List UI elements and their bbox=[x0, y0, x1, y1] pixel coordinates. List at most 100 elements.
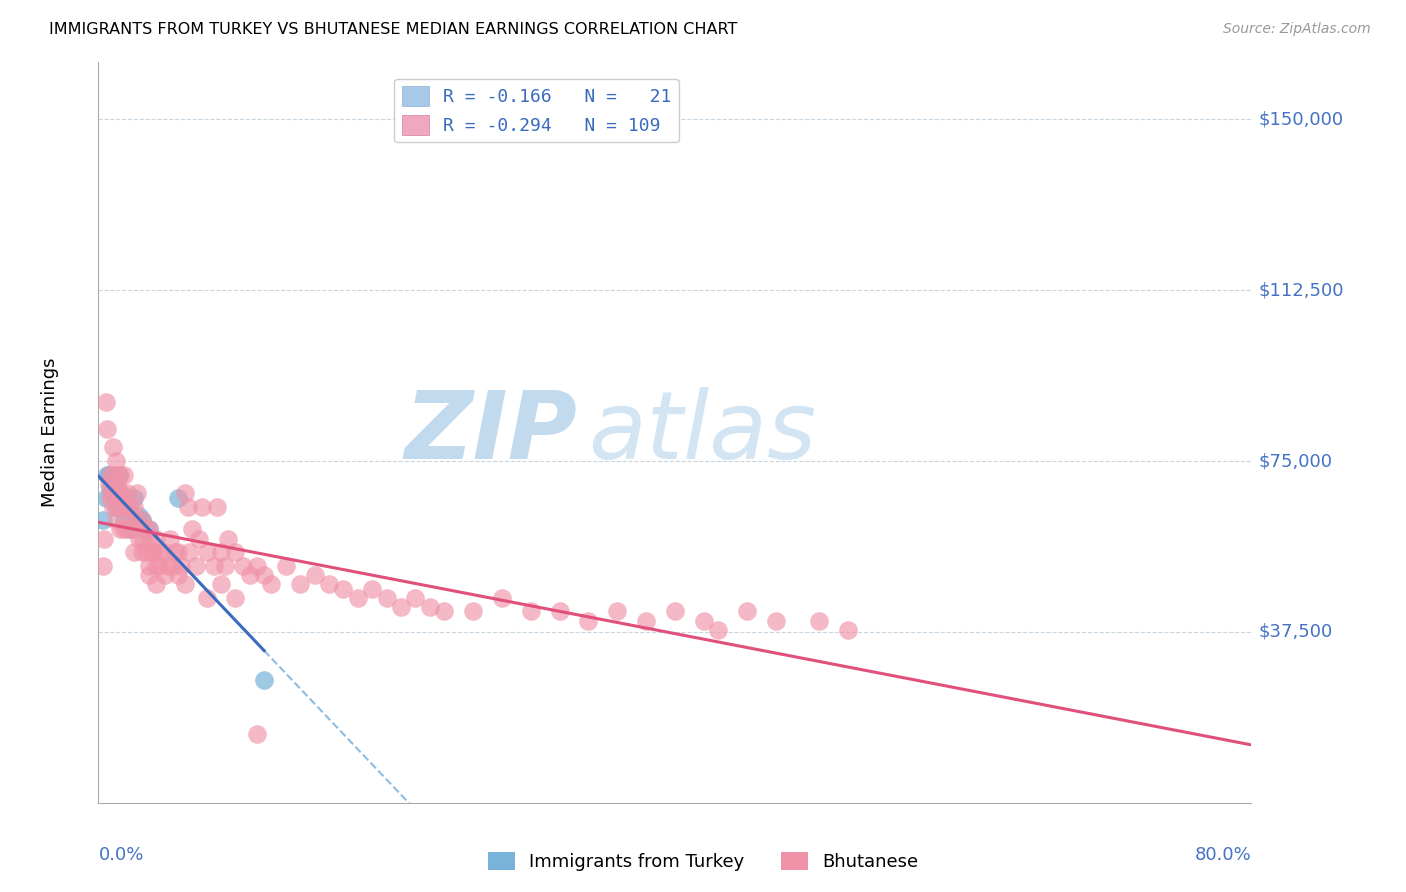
Point bbox=[156, 558, 179, 573]
Text: 0.0%: 0.0% bbox=[98, 847, 143, 864]
Point bbox=[132, 532, 155, 546]
Point bbox=[765, 614, 787, 628]
Text: Median Earnings: Median Earnings bbox=[41, 358, 59, 508]
Text: IMMIGRANTS FROM TURKEY VS BHUTANESE MEDIAN EARNINGS CORRELATION CHART: IMMIGRANTS FROM TURKEY VS BHUTANESE MEDI… bbox=[49, 22, 738, 37]
Point bbox=[111, 500, 134, 514]
Point bbox=[152, 545, 174, 559]
Point bbox=[108, 486, 131, 500]
Point bbox=[103, 476, 125, 491]
Point bbox=[107, 467, 129, 482]
Point bbox=[103, 486, 125, 500]
Point bbox=[101, 486, 124, 500]
Point bbox=[135, 545, 157, 559]
Point bbox=[520, 604, 543, 618]
Point bbox=[134, 523, 156, 537]
Point bbox=[375, 591, 398, 605]
Point bbox=[149, 545, 172, 559]
Text: $75,000: $75,000 bbox=[1258, 452, 1333, 470]
Point bbox=[91, 558, 114, 573]
Point bbox=[131, 513, 153, 527]
Point bbox=[217, 532, 239, 546]
Point bbox=[96, 422, 118, 436]
Point bbox=[419, 599, 441, 614]
Point bbox=[491, 591, 513, 605]
Point bbox=[138, 523, 160, 537]
Legend: R = -0.166   N =   21, R = -0.294   N = 109: R = -0.166 N = 21, R = -0.294 N = 109 bbox=[394, 78, 679, 142]
Point bbox=[124, 491, 146, 505]
Point bbox=[96, 467, 118, 482]
Point bbox=[105, 491, 128, 505]
Point bbox=[104, 500, 127, 514]
Point bbox=[246, 558, 269, 573]
Point bbox=[101, 500, 124, 514]
Point bbox=[108, 523, 131, 537]
Point bbox=[224, 591, 246, 605]
Point bbox=[141, 545, 163, 559]
Point bbox=[112, 523, 135, 537]
Point bbox=[214, 558, 236, 573]
Point bbox=[145, 577, 167, 591]
Point bbox=[578, 614, 600, 628]
Legend: Immigrants from Turkey, Bhutanese: Immigrants from Turkey, Bhutanese bbox=[481, 845, 925, 879]
Point bbox=[120, 500, 142, 514]
Point bbox=[636, 614, 658, 628]
Point bbox=[195, 591, 218, 605]
Point bbox=[209, 577, 232, 591]
Point bbox=[253, 568, 276, 582]
Point bbox=[142, 545, 165, 559]
Point bbox=[166, 491, 188, 505]
Point bbox=[548, 604, 571, 618]
Point bbox=[128, 532, 150, 546]
Point bbox=[128, 508, 150, 523]
Point bbox=[224, 545, 246, 559]
Point bbox=[433, 604, 456, 618]
Point bbox=[191, 500, 214, 514]
Point bbox=[148, 558, 170, 573]
Point bbox=[174, 577, 197, 591]
Point bbox=[98, 491, 121, 505]
Point bbox=[110, 486, 132, 500]
Point bbox=[290, 577, 312, 591]
Point bbox=[91, 513, 114, 527]
Point bbox=[318, 577, 340, 591]
Point bbox=[117, 486, 139, 500]
Point bbox=[145, 532, 167, 546]
Point bbox=[166, 568, 188, 582]
Point bbox=[100, 486, 122, 500]
Point bbox=[138, 558, 160, 573]
Point bbox=[260, 577, 283, 591]
Point bbox=[124, 545, 146, 559]
Point bbox=[186, 558, 208, 573]
Point bbox=[98, 467, 121, 482]
Point bbox=[606, 604, 628, 618]
Point bbox=[103, 467, 125, 482]
Point bbox=[160, 558, 183, 573]
Point bbox=[131, 545, 153, 559]
Point bbox=[112, 513, 135, 527]
Point bbox=[405, 591, 427, 605]
Point bbox=[97, 467, 120, 482]
Point bbox=[274, 558, 297, 573]
Point bbox=[93, 532, 115, 546]
Text: $150,000: $150,000 bbox=[1258, 111, 1344, 128]
Point bbox=[181, 523, 204, 537]
Point bbox=[138, 568, 160, 582]
Point bbox=[163, 545, 186, 559]
Point bbox=[104, 513, 127, 527]
Point bbox=[332, 582, 354, 596]
Point bbox=[253, 673, 276, 687]
Point bbox=[361, 582, 384, 596]
Point bbox=[110, 500, 132, 514]
Point bbox=[120, 523, 142, 537]
Point bbox=[179, 545, 201, 559]
Point bbox=[239, 568, 262, 582]
Point bbox=[246, 727, 269, 741]
Point bbox=[461, 604, 484, 618]
Point bbox=[117, 500, 139, 514]
Text: Source: ZipAtlas.com: Source: ZipAtlas.com bbox=[1223, 22, 1371, 37]
Point bbox=[98, 482, 121, 496]
Point bbox=[105, 500, 128, 514]
Point bbox=[104, 454, 127, 468]
Point bbox=[231, 558, 254, 573]
Point bbox=[205, 500, 228, 514]
